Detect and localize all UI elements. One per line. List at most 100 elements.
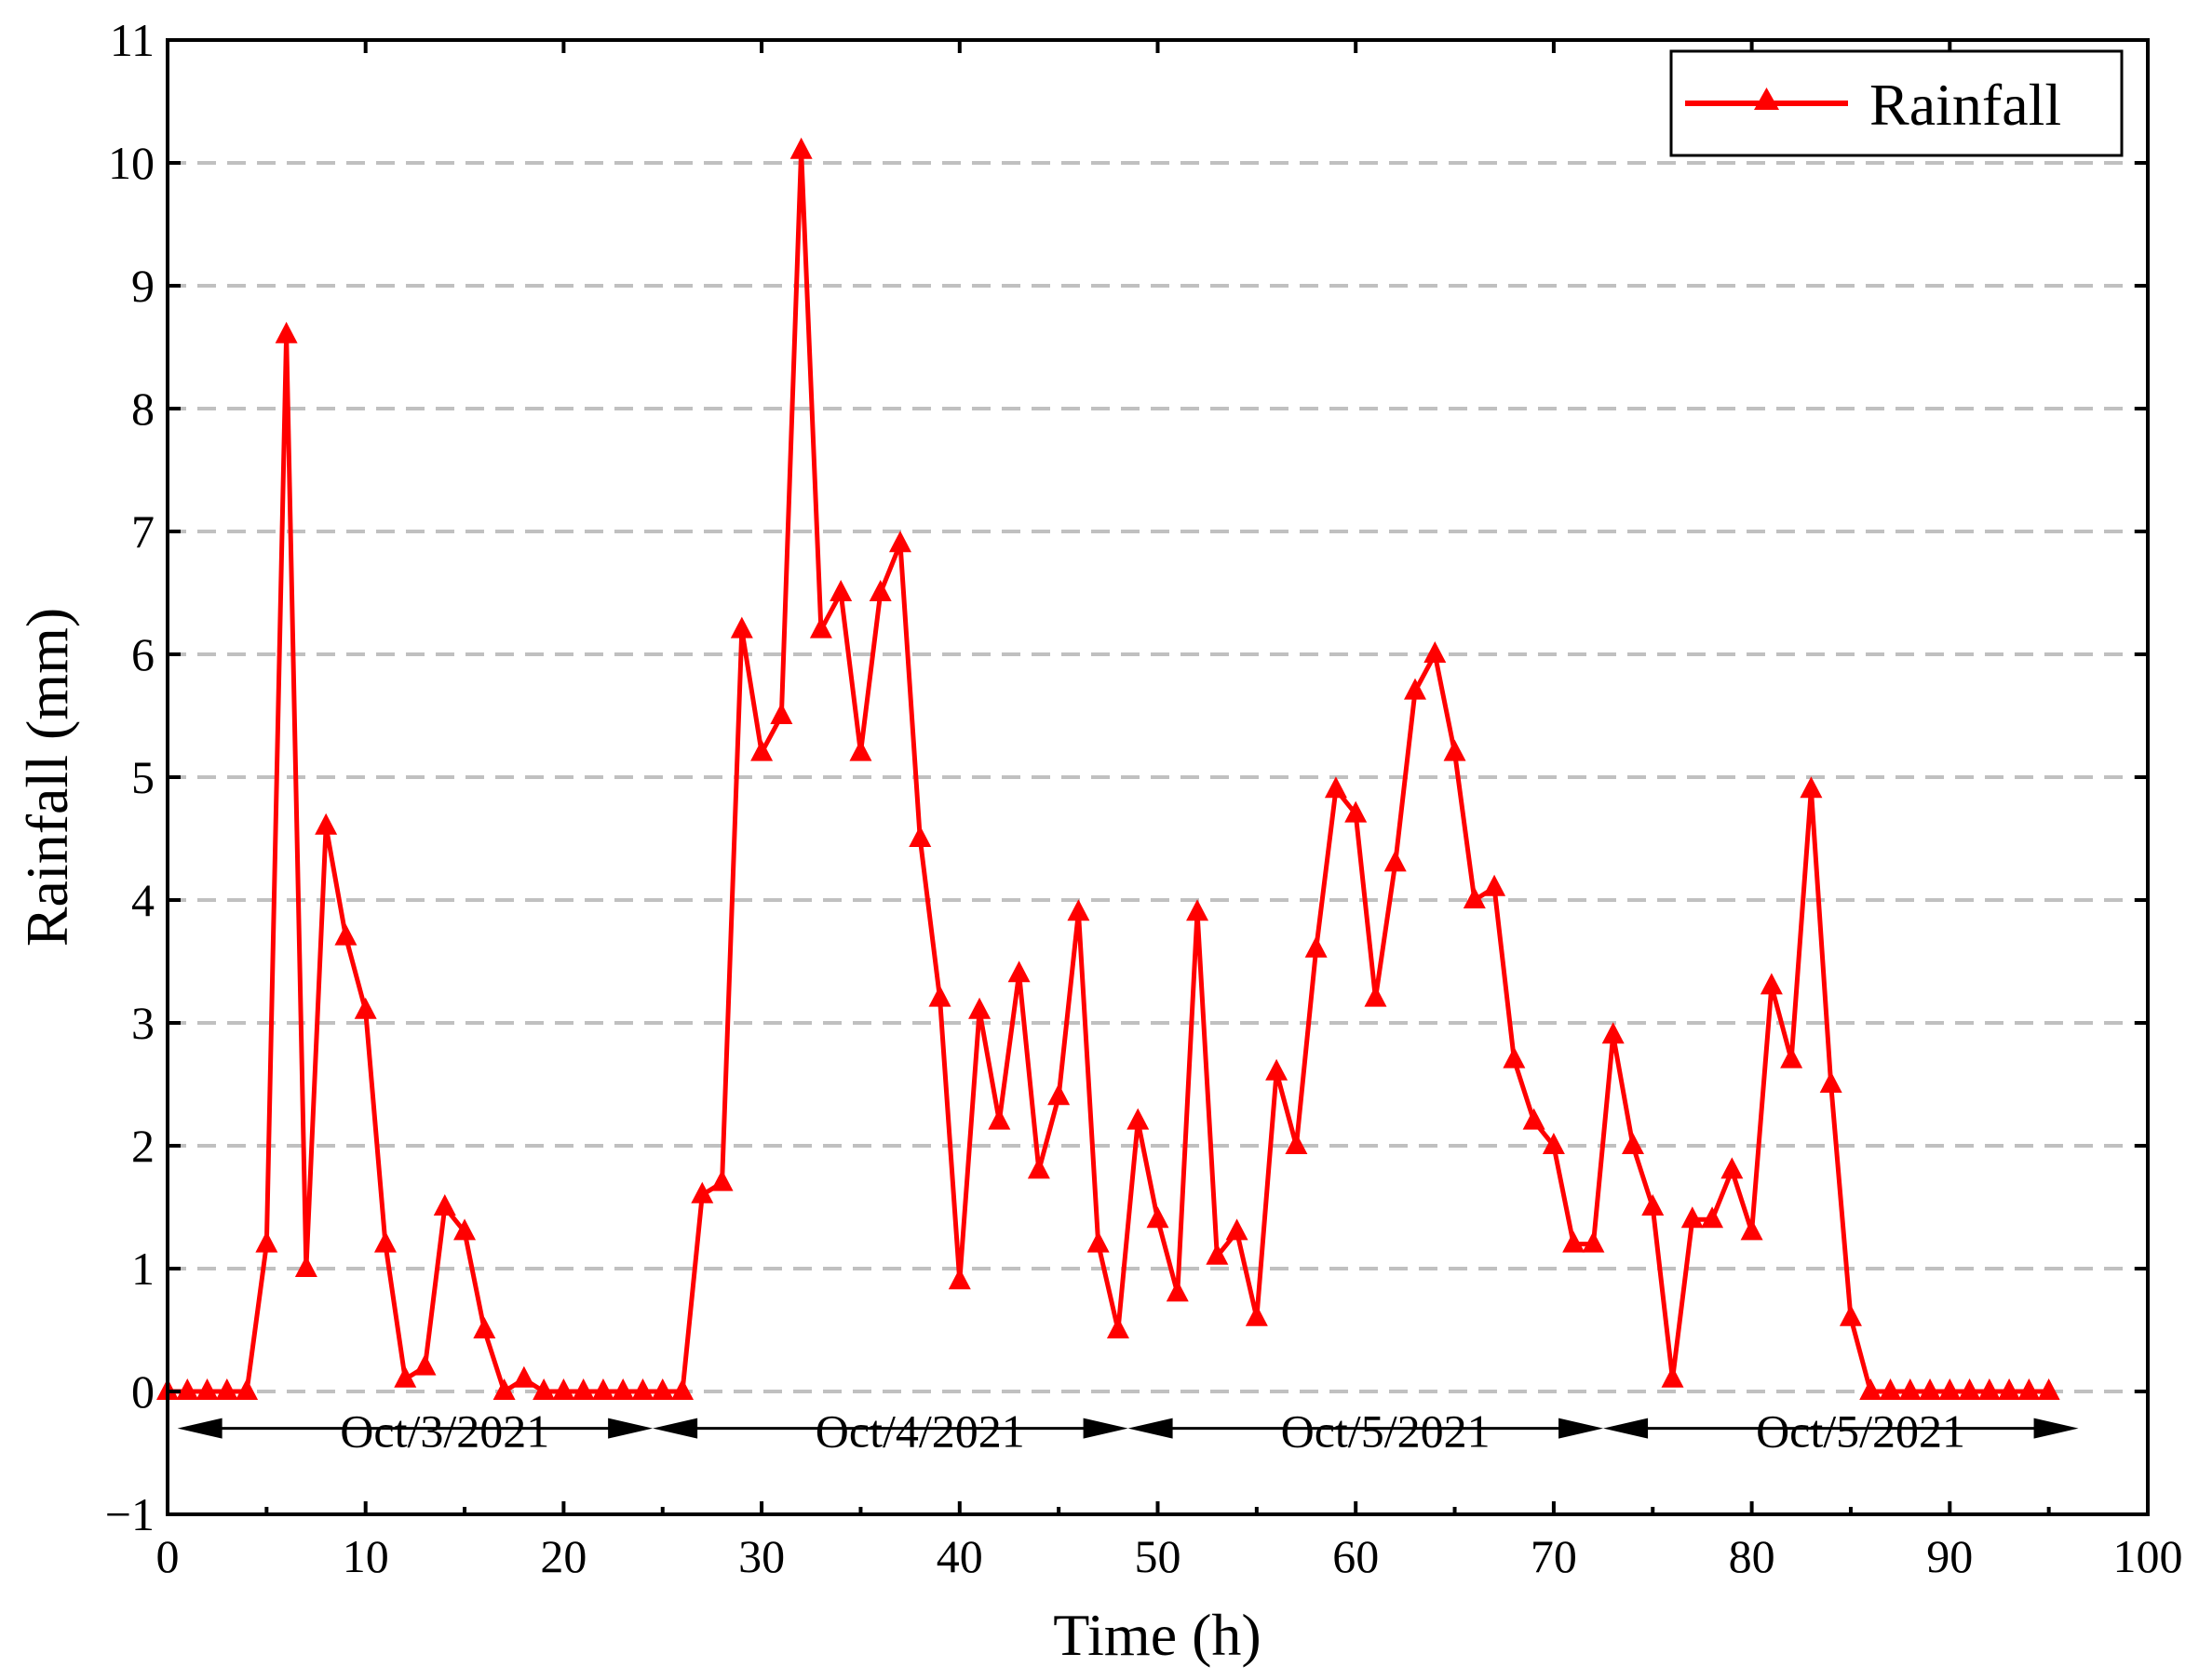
y-tick-label: 6 <box>131 628 155 680</box>
data-point <box>789 137 813 159</box>
data-point <box>373 1230 397 1253</box>
data-point <box>849 739 872 761</box>
data-point <box>1879 1378 1902 1400</box>
data-point <box>473 1317 496 1338</box>
data-point <box>1245 1304 1268 1326</box>
x-tick-label: 20 <box>540 1530 587 1582</box>
data-point <box>1166 1280 1189 1302</box>
data-point <box>1562 1230 1585 1253</box>
data-point <box>1364 985 1387 1007</box>
data-point <box>1067 899 1090 921</box>
y-tick-label: 1 <box>131 1243 155 1295</box>
data-point <box>691 1181 714 1203</box>
data-point <box>1800 776 1823 799</box>
data-point <box>1086 1230 1110 1253</box>
data-point <box>1126 1108 1150 1130</box>
arrow-right-icon <box>1083 1418 1128 1439</box>
data-point <box>354 997 377 1019</box>
data-point <box>1047 1083 1071 1106</box>
y-tick-label: 9 <box>131 260 155 312</box>
data-point <box>1186 899 1209 921</box>
x-tick-label: 10 <box>343 1530 389 1582</box>
data-point <box>1146 1206 1169 1229</box>
data-point <box>909 826 932 847</box>
y-tick-label: 2 <box>131 1120 155 1172</box>
data-point <box>1324 776 1347 799</box>
data-point <box>710 1169 734 1191</box>
arrow-right-icon <box>608 1418 654 1439</box>
date-range-label: Oct/4/2021 <box>816 1405 1025 1458</box>
data-point <box>176 1378 199 1400</box>
data-point <box>948 1268 971 1290</box>
data-point <box>1225 1218 1248 1241</box>
x-tick-label: 100 <box>2113 1530 2183 1582</box>
y-tick-label: 5 <box>131 751 155 803</box>
data-point <box>394 1365 417 1388</box>
data-point <box>255 1230 278 1253</box>
data-point <box>572 1378 595 1400</box>
data-point <box>492 1378 516 1400</box>
data-point <box>533 1378 556 1400</box>
y-tick-label: 4 <box>131 874 155 926</box>
data-point <box>275 321 298 343</box>
x-tick-label: 80 <box>1729 1530 1775 1582</box>
grid-lines <box>168 161 2148 1393</box>
series-line-rainfall <box>168 148 2049 1394</box>
series-layer <box>156 137 2060 1400</box>
x-tick-label: 90 <box>1926 1530 1973 1582</box>
data-point <box>1661 1365 1684 1388</box>
data-point <box>1641 1194 1665 1216</box>
data-point <box>988 1108 1011 1130</box>
data-point <box>1344 800 1368 823</box>
y-tick-label: 10 <box>108 137 155 189</box>
data-point <box>1027 1157 1050 1179</box>
y-tick-label: 8 <box>131 383 155 435</box>
data-point <box>453 1218 477 1241</box>
x-axis-ticks: 0 10 20 30 40 50 60 70 80 90 100 <box>156 40 2183 1582</box>
data-point <box>196 1378 219 1400</box>
data-point <box>1898 1378 1922 1400</box>
data-point <box>1443 739 1466 761</box>
x-axis-title: Time (h) <box>1053 1602 1261 1668</box>
data-point <box>1720 1157 1744 1179</box>
x-tick-label: 70 <box>1531 1530 1577 1582</box>
data-point <box>591 1378 614 1400</box>
data-point <box>1977 1378 2001 1400</box>
arrow-left-icon <box>177 1418 223 1439</box>
data-point <box>2037 1378 2060 1400</box>
data-point <box>888 531 911 553</box>
x-tick-label: 60 <box>1332 1530 1379 1582</box>
data-point <box>2017 1378 2041 1400</box>
y-axis-title: Rainfall (mm) <box>14 608 80 947</box>
x-tick-label: 40 <box>937 1530 983 1582</box>
data-point <box>750 739 774 761</box>
data-point <box>1542 1133 1565 1154</box>
date-range-label: Oct/5/2021 <box>1281 1405 1491 1458</box>
data-point <box>1007 961 1031 983</box>
legend-label: Rainfall <box>1869 72 2061 138</box>
legend: Rainfall <box>1669 49 2124 157</box>
data-point <box>1958 1378 1981 1400</box>
data-point <box>236 1378 259 1400</box>
data-point <box>1383 850 1407 872</box>
y-tick-label: −1 <box>105 1488 155 1540</box>
data-point <box>215 1378 238 1400</box>
data-point <box>1601 1022 1625 1044</box>
legend-marker-triangle <box>1754 87 1779 110</box>
data-point <box>1938 1378 1962 1400</box>
y-tick-label: 7 <box>131 505 155 558</box>
data-point <box>770 703 793 724</box>
date-range-label: Oct/5/2021 <box>1756 1405 1965 1458</box>
y-axis-ticks: −1 0 1 2 3 4 5 6 7 8 9 10 11 <box>105 14 2148 1540</box>
data-point <box>730 616 753 638</box>
data-point <box>631 1378 654 1400</box>
data-point <box>1106 1317 1129 1338</box>
data-point <box>334 923 358 946</box>
data-point <box>1621 1133 1644 1154</box>
data-point <box>1463 887 1486 908</box>
data-point <box>512 1365 535 1388</box>
data-point <box>830 580 853 601</box>
x-tick-label: 50 <box>1135 1530 1181 1582</box>
data-point <box>928 985 951 1007</box>
